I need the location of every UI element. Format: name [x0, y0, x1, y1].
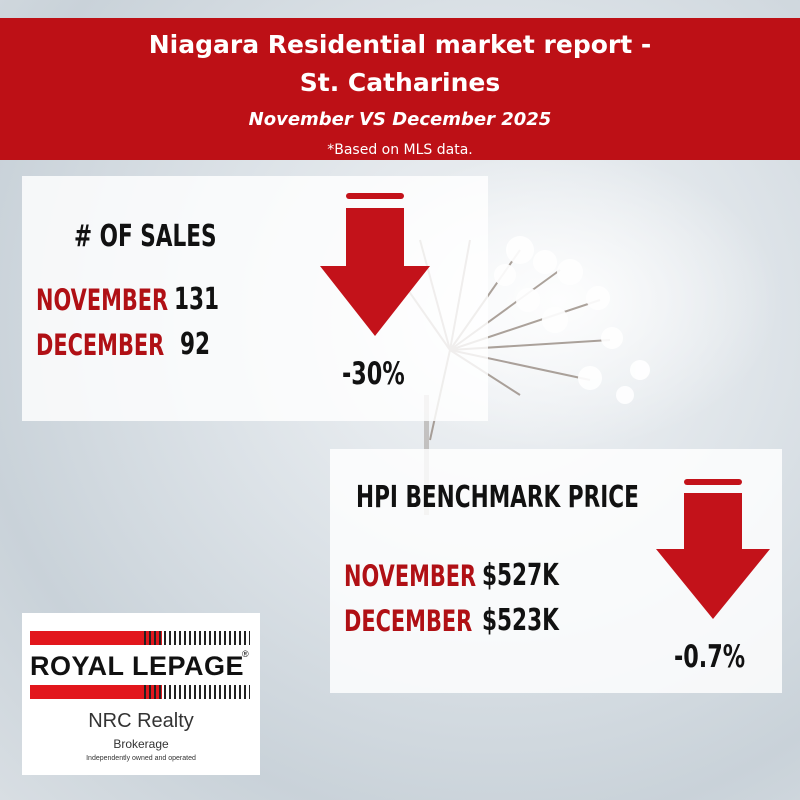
report-title-line2: St. Catharines — [299, 68, 501, 97]
sales-december-value: 92 — [180, 327, 211, 362]
logo-top-red-bar — [30, 631, 162, 645]
hpi-heading: HPI BENCHMARK PRICE — [356, 480, 639, 515]
hpi-november-label: NOVEMBER — [344, 559, 477, 593]
logo-bottom-red-bar — [30, 685, 162, 699]
royal-lepage-logo: ROYAL LEPAGE ® NRC Realty Brokerage Inde… — [22, 613, 260, 775]
sales-november-label: NOVEMBER — [36, 283, 169, 317]
logo-office-name: NRC Realty — [88, 710, 194, 732]
sales-december-label: DECEMBER — [36, 328, 165, 362]
hpi-change-percent: -0.7% — [674, 639, 746, 675]
report-header: Niagara Residential market report - St. … — [0, 18, 800, 160]
sales-panel: # OF SALES NOVEMBER 131 DECEMBER 92 -30% — [22, 176, 488, 421]
hpi-panel: HPI BENCHMARK PRICE NOVEMBER $527K DECEM… — [330, 449, 782, 693]
hpi-december-label: DECEMBER — [344, 604, 473, 638]
sales-heading: # OF SALES — [74, 219, 217, 254]
hpi-down-arrow-icon — [656, 479, 770, 619]
report-subtitle: November VS December 2025 — [248, 109, 552, 130]
hpi-december-value: $523K — [482, 603, 559, 638]
logo-bottom-stripes — [144, 685, 250, 699]
sales-change-percent: -30% — [342, 356, 405, 392]
data-source-note: *Based on MLS data. — [327, 142, 473, 158]
sales-down-arrow-icon — [320, 193, 430, 336]
logo-tagline: Independently owned and operated — [86, 755, 196, 762]
logo-registered-mark: ® — [242, 649, 249, 659]
sales-november-value: 131 — [174, 282, 220, 317]
logo-top-stripes — [144, 631, 250, 645]
logo-brand-name: ROYAL LEPAGE — [30, 651, 245, 681]
report-title-line1: Niagara Residential market report - — [148, 30, 652, 59]
logo-brokerage: Brokerage — [113, 737, 169, 751]
hpi-november-value: $527K — [482, 558, 559, 593]
